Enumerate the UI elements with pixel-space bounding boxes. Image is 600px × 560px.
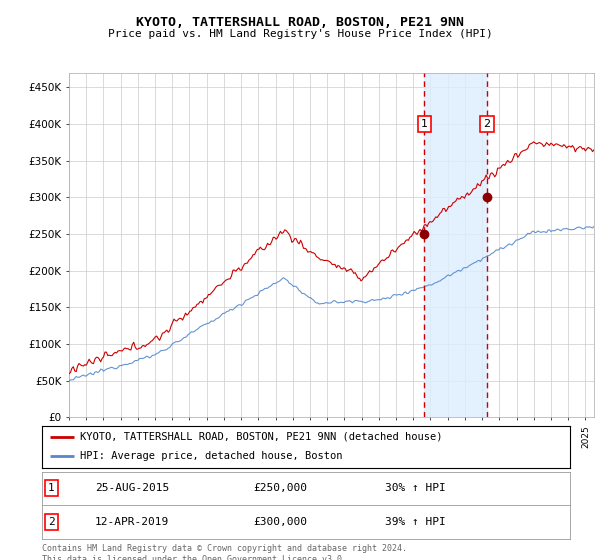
Text: 12-APR-2019: 12-APR-2019 — [95, 517, 169, 527]
Text: 2: 2 — [48, 517, 55, 527]
Text: 39% ↑ HPI: 39% ↑ HPI — [385, 517, 446, 527]
Text: 25-AUG-2015: 25-AUG-2015 — [95, 483, 169, 493]
Text: KYOTO, TATTERSHALL ROAD, BOSTON, PE21 9NN (detached house): KYOTO, TATTERSHALL ROAD, BOSTON, PE21 9N… — [80, 432, 443, 442]
Text: £250,000: £250,000 — [253, 483, 307, 493]
Text: 2: 2 — [484, 119, 490, 129]
Text: KYOTO, TATTERSHALL ROAD, BOSTON, PE21 9NN: KYOTO, TATTERSHALL ROAD, BOSTON, PE21 9N… — [136, 16, 464, 29]
Text: Price paid vs. HM Land Registry's House Price Index (HPI): Price paid vs. HM Land Registry's House … — [107, 29, 493, 39]
Bar — [424, 73, 487, 417]
Text: 1: 1 — [421, 119, 428, 129]
Text: 30% ↑ HPI: 30% ↑ HPI — [385, 483, 446, 493]
Text: £300,000: £300,000 — [253, 517, 307, 527]
Text: 1: 1 — [48, 483, 55, 493]
Text: HPI: Average price, detached house, Boston: HPI: Average price, detached house, Bost… — [80, 451, 343, 461]
Text: Contains HM Land Registry data © Crown copyright and database right 2024.
This d: Contains HM Land Registry data © Crown c… — [42, 544, 407, 560]
